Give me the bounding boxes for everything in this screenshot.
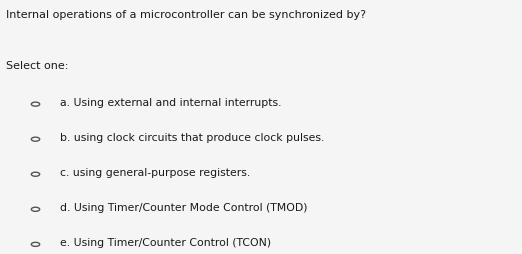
Text: c. using general-purpose registers.: c. using general-purpose registers. [60, 168, 250, 178]
Text: b. using clock circuits that produce clock pulses.: b. using clock circuits that produce clo… [60, 133, 324, 143]
Text: d. Using Timer/Counter Mode Control (TMOD): d. Using Timer/Counter Mode Control (TMO… [60, 203, 307, 213]
Circle shape [31, 207, 40, 211]
Circle shape [31, 172, 40, 176]
Text: e. Using Timer/Counter Control (TCON): e. Using Timer/Counter Control (TCON) [60, 238, 271, 248]
Text: a. Using external and internal interrupts.: a. Using external and internal interrupt… [60, 98, 281, 108]
Circle shape [31, 242, 40, 246]
Circle shape [31, 137, 40, 141]
Text: Select one:: Select one: [6, 61, 68, 71]
Text: Internal operations of a microcontroller can be synchronized by?: Internal operations of a microcontroller… [6, 10, 366, 20]
Circle shape [31, 102, 40, 106]
